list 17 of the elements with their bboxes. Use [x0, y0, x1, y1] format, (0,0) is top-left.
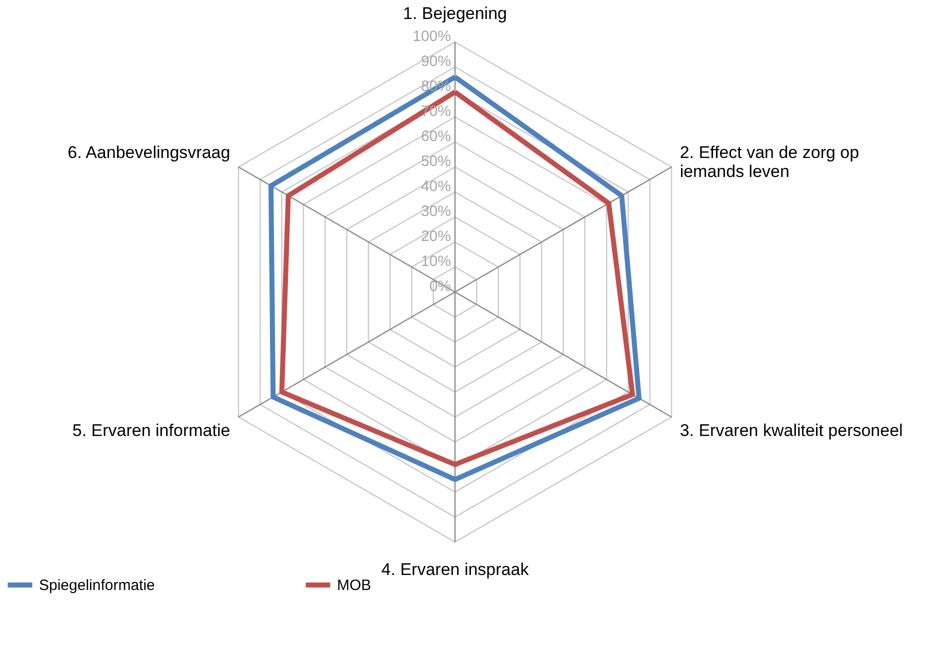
y-tick-label: 20% [420, 228, 451, 245]
y-tick-label: 30% [420, 203, 451, 220]
y-tick-label: 40% [420, 178, 451, 195]
spoke-label: 3. Ervaren kwaliteit personeel [680, 421, 903, 440]
y-tick-label: 0% [429, 278, 451, 295]
legend-label: Spiegelinformatie [39, 577, 155, 594]
y-tick-label: 50% [420, 153, 451, 170]
spoke-label: 5. Ervaren informatie [72, 421, 230, 440]
y-tick-label: 100% [412, 28, 451, 45]
spoke-label: 6. Aanbevelingsvraag [68, 143, 230, 162]
y-tick-label: 60% [420, 128, 451, 145]
spoke-label: 2. Effect van de zorg op iemands leven [680, 143, 860, 181]
spoke-label: 4. Ervaren inspraak [381, 560, 530, 579]
y-tick-label: 90% [420, 53, 451, 70]
legend-label: MOB [337, 577, 372, 594]
y-tick-label: 10% [420, 253, 451, 270]
spoke-label: 1. Bejegening [403, 4, 507, 23]
